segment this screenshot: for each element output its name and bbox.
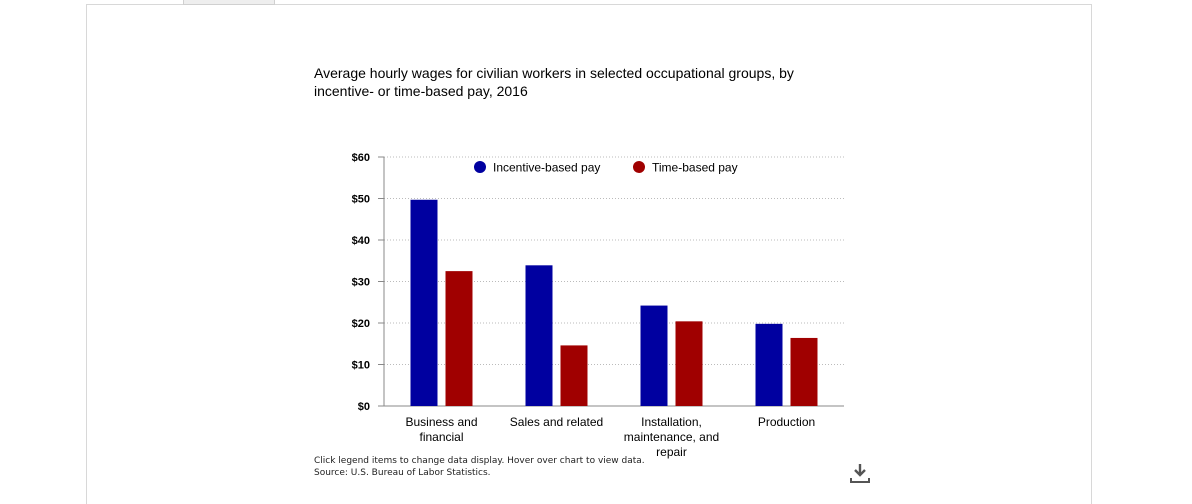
tab-stub[interactable] <box>183 0 275 5</box>
legend-item[interactable]: Time-based pay <box>633 161 738 175</box>
bars[interactable] <box>410 199 818 406</box>
y-tick-label: $40 <box>352 235 370 247</box>
bar[interactable] <box>445 271 473 406</box>
download-icon[interactable] <box>848 460 872 484</box>
legend-label[interactable]: Time-based pay <box>652 161 738 175</box>
y-tick-label: $30 <box>352 277 370 289</box>
legend-marker[interactable] <box>474 161 486 173</box>
legend-marker[interactable] <box>633 161 645 173</box>
y-tick-label: $20 <box>352 318 370 330</box>
x-tick-label: Installation, <box>641 415 702 429</box>
y-tick-label: $50 <box>352 194 370 206</box>
bar[interactable] <box>560 345 588 406</box>
bar[interactable] <box>755 323 783 406</box>
bar[interactable] <box>640 305 668 406</box>
legend-item[interactable]: Incentive-based pay <box>474 161 600 175</box>
x-tick-label: Sales and related <box>510 415 603 429</box>
legend[interactable]: Incentive-based pay Time-based pay <box>474 161 738 175</box>
chart-title: Average hourly wages for civilian worker… <box>314 65 794 99</box>
bar[interactable] <box>410 199 438 406</box>
y-tick-label: $60 <box>352 152 370 164</box>
footnote-source: Source: U.S. Bureau of Labor Statistics. <box>314 468 491 478</box>
y-tick-label: $10 <box>352 360 370 372</box>
footnote-instructions: Click legend items to change data displa… <box>314 456 645 466</box>
x-tick-label: financial <box>419 430 463 444</box>
y-tick-label: $0 <box>358 401 370 413</box>
legend-label[interactable]: Incentive-based pay <box>493 161 600 175</box>
chart-footnote: Click legend items to change data displa… <box>314 455 645 479</box>
bar[interactable] <box>790 337 818 406</box>
x-tick-label: repair <box>656 445 687 459</box>
x-tick-label: Production <box>758 415 815 429</box>
x-tick-label: Business and <box>405 415 477 429</box>
y-tick-labels: $0 $10 $20 $30 $40 $50 $60 <box>352 152 370 413</box>
x-tick-label: maintenance, and <box>624 430 719 444</box>
bar[interactable] <box>525 265 553 406</box>
bar[interactable] <box>675 321 703 406</box>
chart-container-frame <box>86 4 1092 504</box>
